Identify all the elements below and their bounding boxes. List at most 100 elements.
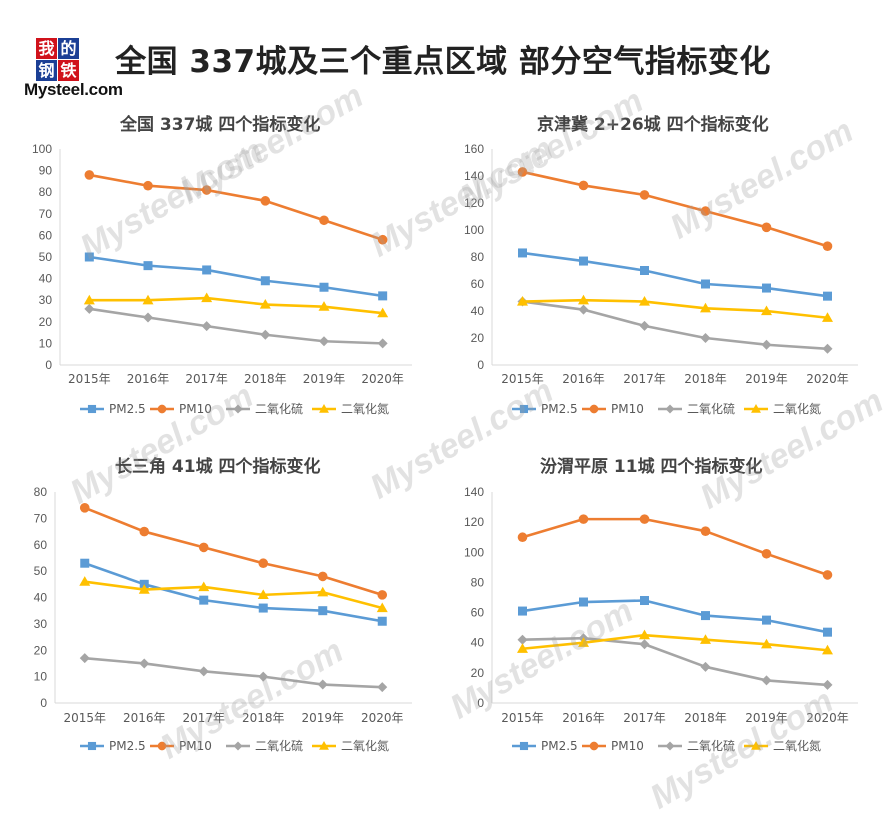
data-point [377,616,387,626]
y-tick-label: 20 [471,331,485,345]
data-point [319,336,329,347]
data-point [138,584,150,594]
y-tick-label: 80 [471,575,485,589]
legend-label: PM2.5 [109,739,146,753]
y-tick-label: 90 [39,164,53,178]
data-point [640,266,649,275]
y-tick-label: 40 [471,636,485,650]
chart-title-fenwei: 汾渭平原 11城 四个指标变化 [540,457,763,477]
data-point [202,265,212,275]
y-tick-label: 50 [34,564,48,578]
data-point [198,542,209,553]
x-tick-label: 2016年 [123,711,166,725]
data-point [139,526,150,537]
data-point [79,653,90,664]
legend-marker [519,741,529,751]
legend-label: 二氧化氮 [773,738,821,753]
y-tick-label: 30 [39,293,53,307]
data-point [79,576,91,586]
data-point [761,548,772,559]
x-tick-label: 2017年 [185,372,228,386]
y-tick-label: 30 [34,617,48,631]
x-tick-label: 2016年 [562,372,605,386]
y-tick-label: 20 [39,315,53,329]
y-tick-label: 100 [32,142,52,156]
y-tick-label: 0 [45,358,52,372]
series-line-2 [84,656,383,689]
y-tick-label: 120 [464,196,484,210]
series-line-3 [522,633,828,652]
legend-label: PM2.5 [541,402,578,416]
data-point [700,526,711,536]
data-point [257,589,269,599]
series-line-2 [89,307,383,345]
data-point [198,581,210,592]
data-point [84,170,95,180]
data-point [518,606,527,616]
data-point [700,634,711,644]
series-line-3 [89,296,383,315]
x-tick-label: 2020年 [361,372,404,386]
legend-marker [157,404,167,414]
data-point [823,291,832,301]
data-point [84,303,95,314]
legend-marker [665,404,675,414]
logo-char: 铁 [58,60,79,81]
data-point [639,639,650,650]
chart-title-yangtze: 长三角 41城 四个指标变化 [115,457,321,477]
data-point [258,603,268,613]
data-point [517,296,528,306]
legend-label: 二氧化氮 [341,738,389,753]
data-point [198,666,209,677]
data-point [639,514,650,524]
data-point [319,215,329,226]
data-point [377,682,388,693]
data-point [640,596,649,606]
data-point [260,329,271,340]
chart-title-national: 全国 337城 四个指标变化 [120,115,321,135]
legend-label: PM10 [179,739,212,753]
x-tick-label: 2018年 [684,711,727,725]
data-point [822,644,833,655]
data-point [578,180,589,191]
data-point [376,602,388,613]
series-line-3 [84,580,383,610]
data-point [761,675,772,686]
y-tick-label: 0 [477,696,484,710]
data-point [83,294,95,305]
data-point [822,679,833,690]
legend-label: 二氧化硫 [255,738,303,753]
series-line-0 [89,255,383,298]
data-point [700,333,711,343]
y-tick-label: 10 [34,670,48,684]
y-tick-label: 80 [34,485,48,499]
y-tick-label: 60 [471,277,485,291]
data-point [377,234,388,245]
y-tick-label: 70 [34,511,48,525]
legend-marker [157,741,167,751]
y-tick-label: 40 [471,304,485,318]
chart-jingjinji: 0 20 40 60 80 100 120 140 160 2015年 2016年 2017年 2018… [464,142,858,416]
y-tick-label: 120 [464,515,484,529]
data-point [517,532,528,543]
data-point [762,615,771,625]
x-tick-label: 2018年 [684,372,727,386]
legend-label: 二氧化硫 [687,401,735,416]
data-point [700,661,711,672]
data-point [317,679,328,690]
legend-marker [319,741,329,750]
data-point [762,283,771,293]
data-point [578,304,589,315]
y-tick-label: 60 [471,606,485,620]
series-line-2 [522,300,828,351]
data-point [639,190,650,200]
y-tick-label: 80 [471,250,485,264]
x-tick-label: 2018年 [244,372,287,386]
x-tick-label: 2019年 [301,711,344,725]
legend-label: 二氧化氮 [341,401,389,416]
chart-yangtze: 0 10 20 30 40 50 60 70 80 2015年 2016年 2017年 2018年 201… [34,485,412,753]
y-tick-label: 40 [39,272,53,286]
chart-title-jingjinji: 京津冀 2+26城 四个指标变化 [537,115,769,135]
logo-text: Mysteel.com [24,80,123,99]
